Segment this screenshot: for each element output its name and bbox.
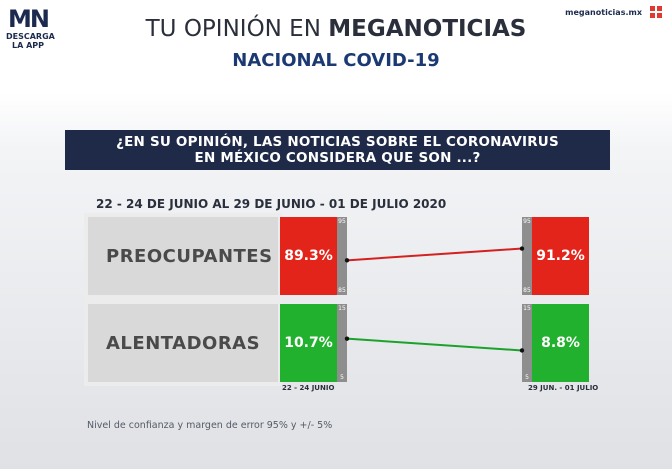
date-range: 22 - 24 DE JUNIO AL 29 DE JUNIO - 01 DE …	[96, 197, 447, 211]
tick-label: 15	[338, 305, 346, 312]
row-label-alentadoras: ALENTADORAS	[88, 304, 278, 382]
trend-line-alentadoras	[346, 337, 523, 352]
value-box-preocupantes-end: 91.2%	[532, 217, 589, 295]
grid-icon	[650, 6, 662, 18]
question-line-2: EN MÉXICO CONSIDERA QUE SON ...?	[194, 150, 481, 166]
period-label-end: 29 JUN. - 01 JULIO	[528, 384, 599, 392]
data-point-alentadoras-start	[344, 336, 350, 341]
row-label-preocupantes: PREOCUPANTES	[88, 217, 278, 295]
meganoticias-logo[interactable]: MN DESCARGA LA APP	[6, 5, 55, 50]
tick-label: 95	[338, 218, 346, 225]
page-title: TU OPINIÓN EN MEGANOTICIAS	[0, 16, 672, 42]
scale-bar-preocupantes-end	[522, 217, 532, 295]
page-subtitle: NACIONAL COVID-19	[232, 50, 440, 71]
tick-label: 85	[523, 287, 531, 294]
scale-bar-alentadoras-end	[522, 304, 532, 382]
data-point-preocupantes-end	[519, 246, 525, 251]
logo-download-line2: LA APP	[12, 41, 44, 50]
tick-label: 5	[340, 374, 344, 381]
tick-label: 95	[523, 218, 531, 225]
footnote: Nivel de confianza y margen de error 95%…	[87, 420, 333, 431]
title-light: TU OPINIÓN EN	[145, 16, 329, 42]
trend-line-preocupantes	[346, 247, 523, 262]
tick-label: 5	[525, 374, 529, 381]
logo-mark: MN	[8, 5, 50, 33]
title-bold: MEGANOTICIAS	[328, 16, 527, 42]
site-link[interactable]: meganoticias.mx	[565, 8, 642, 17]
value-box-alentadoras-end: 8.8%	[532, 304, 589, 382]
question-banner: ¿EN SU OPINIÓN, LAS NOTICIAS SOBRE EL CO…	[65, 130, 610, 170]
question-line-1: ¿EN SU OPINIÓN, LAS NOTICIAS SOBRE EL CO…	[116, 134, 559, 150]
period-label-start: 22 - 24 JUNIO	[282, 384, 335, 392]
value-box-alentadoras-start: 10.7%	[280, 304, 337, 382]
tick-label: 85	[338, 287, 346, 294]
logo-download-line1: DESCARGA	[6, 32, 55, 41]
data-point-alentadoras-end	[519, 348, 525, 353]
scale-bar-preocupantes-start	[337, 217, 347, 295]
data-point-preocupantes-start	[344, 258, 350, 263]
scale-bar-alentadoras-start	[337, 304, 347, 382]
tick-label: 15	[523, 305, 531, 312]
value-box-preocupantes-start: 89.3%	[280, 217, 337, 295]
